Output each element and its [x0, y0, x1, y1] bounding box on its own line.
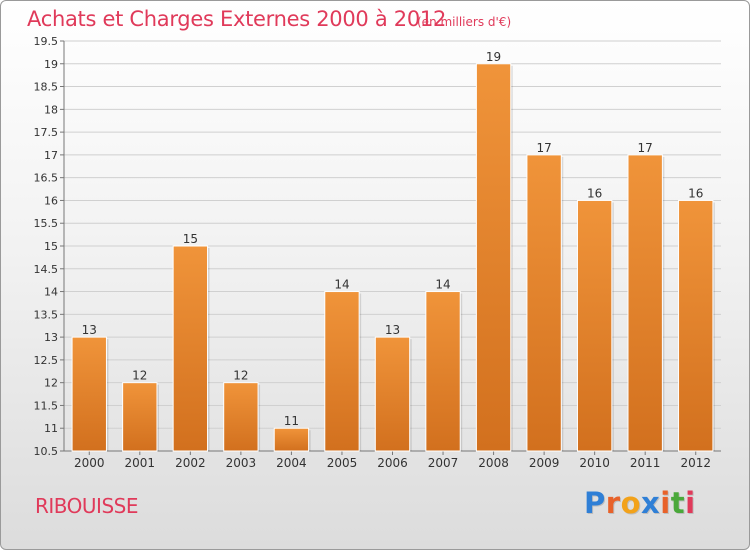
labels: 10.5 11 11.5 12 12.5 13 13.5 14 14.5 15 15.5 16 16.5…	[34, 35, 712, 470]
bar-value-label: 16	[688, 186, 703, 200]
bar-2000	[71, 336, 107, 452]
logo-letter: i	[660, 486, 671, 520]
logo-letter: P	[584, 486, 606, 520]
x-tick-label: 2004	[276, 456, 307, 470]
x-tick-label: 2000	[74, 456, 105, 470]
logo-letter: r	[605, 486, 621, 520]
x-tick-label: 2001	[125, 456, 156, 470]
y-tick-label: 15.5	[34, 217, 59, 230]
x-tick-label: 2012	[680, 456, 711, 470]
y-tick-label: 14	[44, 286, 58, 299]
y-tick-label: 15	[44, 240, 58, 253]
logo-letter: t	[670, 486, 686, 520]
bar-2001	[122, 382, 158, 452]
y-tick-label: 12.5	[34, 354, 59, 367]
y-tick-label: 13	[44, 331, 58, 344]
y-tick-label: 19	[44, 58, 58, 71]
y-tick-label: 11	[44, 422, 58, 435]
bar-2005	[324, 291, 360, 452]
y-tick-label: 16.5	[34, 172, 59, 185]
bar-value-label: 17	[638, 141, 653, 155]
y-tick-label: 19.5	[34, 35, 59, 48]
chart-title: Achats et Charges Externes 2000 à 2012	[27, 7, 447, 31]
bar-2007	[425, 291, 461, 452]
bar-value-label: 11	[284, 414, 299, 428]
logo-letter: i	[685, 486, 696, 520]
y-tick-label: 14.5	[34, 263, 59, 276]
y-tick-label: 11.5	[34, 399, 59, 412]
y-tick-label: 13.5	[34, 308, 59, 321]
bar-2009	[526, 154, 562, 452]
bar-value-label: 16	[587, 186, 602, 200]
bar-2011	[627, 154, 663, 452]
y-tick-label: 10.5	[34, 445, 59, 458]
x-tick-label: 2006	[377, 456, 408, 470]
y-tick-label: 18.5	[34, 81, 59, 94]
bar-value-label: 14	[435, 278, 450, 292]
bar-value-label: 13	[82, 323, 97, 337]
y-tick-label: 12	[44, 377, 58, 390]
x-tick-label: 2002	[175, 456, 206, 470]
bar-value-label: 13	[385, 323, 400, 337]
chart-unit: (en milliers d'€)	[417, 15, 512, 29]
bars	[71, 63, 715, 452]
bar-value-label: 17	[536, 141, 551, 155]
bar-value-label: 12	[132, 369, 147, 383]
y-tick-label: 16	[44, 194, 58, 207]
bar-2008	[475, 63, 512, 452]
bar-2006	[374, 336, 411, 452]
proxiti-logo: Proxiti	[584, 486, 696, 520]
x-tick-label: 2008	[478, 456, 509, 470]
bar-value-label: 15	[183, 232, 198, 246]
y-tick-label: 17.5	[34, 126, 59, 139]
x-tick-label: 2010	[579, 456, 610, 470]
y-tick-label: 18	[44, 103, 58, 116]
x-tick-label: 2003	[226, 456, 257, 470]
x-tick-label: 2009	[529, 456, 560, 470]
bar-value-label: 14	[334, 278, 349, 292]
bar-2003	[223, 382, 259, 452]
bar-2012	[678, 199, 714, 452]
x-tick-label: 2007	[428, 456, 459, 470]
bar-value-label: 12	[233, 369, 248, 383]
x-tick-label: 2005	[327, 456, 358, 470]
logo-letter: x	[641, 486, 661, 520]
bar-2002	[172, 245, 209, 452]
bar-value-label: 19	[486, 50, 501, 64]
x-tick-label: 2011	[630, 456, 661, 470]
bar-2004	[273, 427, 310, 452]
commune-name: RIBOUISSE	[35, 494, 138, 518]
bar-2010	[576, 199, 613, 452]
logo-letter: o	[620, 486, 642, 520]
y-tick-label: 17	[44, 149, 58, 162]
